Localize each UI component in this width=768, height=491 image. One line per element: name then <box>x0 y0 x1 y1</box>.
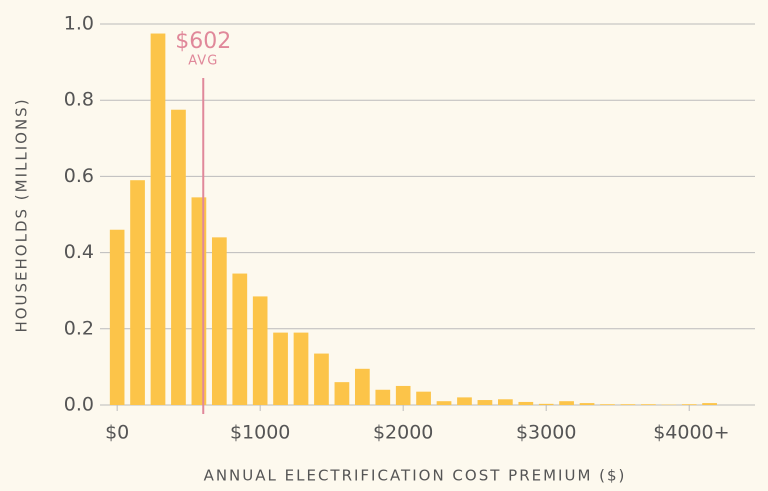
x-tick-label: $1000 <box>230 422 290 444</box>
bar <box>457 397 472 405</box>
y-tick-label: 0.8 <box>64 89 94 111</box>
bar <box>150 33 166 406</box>
x-tick-label: $4000+ <box>653 422 729 444</box>
avg-label: $602 <box>175 29 231 54</box>
bar <box>375 389 391 405</box>
bar <box>273 332 288 405</box>
bar <box>579 403 595 405</box>
bar <box>416 391 431 405</box>
x-axis-title: ANNUAL ELECTRIFICATION COST PREMIUM ($) <box>204 467 627 485</box>
bar <box>641 404 656 405</box>
bar <box>293 332 309 405</box>
bar <box>477 400 493 405</box>
bar <box>600 404 615 405</box>
bar <box>436 401 452 405</box>
avg-sublabel: AVG <box>188 54 218 69</box>
x-tick-label: $3000 <box>516 422 576 444</box>
bar <box>538 403 554 405</box>
y-tick-label: 1.0 <box>64 13 94 35</box>
bar <box>498 399 513 405</box>
bar <box>702 403 717 405</box>
bar <box>354 368 370 405</box>
bar <box>211 237 227 405</box>
bar <box>559 401 574 405</box>
x-tick-label: $0 <box>105 422 129 444</box>
bar <box>130 180 145 405</box>
y-tick-label: 0.6 <box>64 165 94 187</box>
y-axis-title: HOUSEHOLDS (MILLIONS) <box>13 97 31 332</box>
bar <box>171 109 186 405</box>
bar <box>334 382 350 405</box>
x-tick-label: $2000 <box>373 422 433 444</box>
bar <box>314 353 329 405</box>
y-tick-label: 0.4 <box>64 241 94 263</box>
y-tick-label: 0.2 <box>64 317 94 339</box>
bar <box>681 404 697 405</box>
bar <box>518 401 534 405</box>
bar <box>395 385 411 405</box>
y-tick-label: 0.0 <box>64 394 94 416</box>
bar <box>620 404 636 405</box>
bar <box>232 273 248 405</box>
bar <box>252 296 268 405</box>
bar <box>109 229 125 405</box>
